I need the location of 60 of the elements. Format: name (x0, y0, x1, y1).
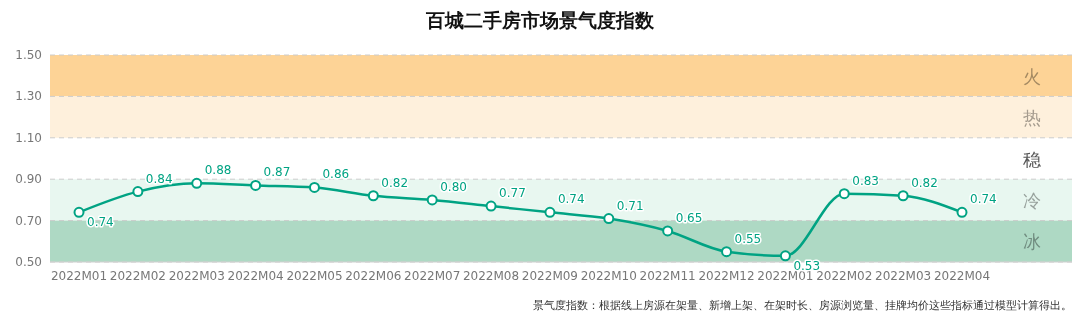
x-tick-label: 2022M09 (521, 269, 579, 283)
band-label: 火 (1023, 65, 1041, 87)
point (191, 177, 203, 189)
x-tick-label: 2022M08 (462, 269, 520, 283)
point (956, 206, 968, 218)
data-label: 0.74 (970, 192, 997, 207)
y-tick-label: 0.70 (15, 213, 42, 228)
point (132, 186, 144, 198)
x-tick-label: 2022M11 (639, 269, 696, 283)
point (73, 206, 85, 218)
x-tick-label: 2022M02 (816, 269, 873, 283)
data-label: 0.77 (499, 186, 526, 201)
data-label: 0.83 (852, 173, 879, 188)
text: 景气度指数：根据线上房源在架量、新增上架、在架时长、房源浏览量、挂牌均价这些指标通过模型计算得出。 (533, 299, 1072, 312)
data-label: 0.84 (145, 171, 173, 186)
y-tick-label: 0.50 (15, 255, 42, 269)
x-tick-label: 2022M01 (50, 269, 108, 283)
point (721, 246, 733, 258)
data-label: 0.71 (616, 198, 644, 213)
x-tick-label: 2022M12 (698, 269, 755, 283)
band-label: 冰 (1023, 231, 1041, 253)
point (485, 200, 497, 212)
x-tick-label: 2022M01 (757, 269, 814, 283)
x-tick-label: 2022M02 (109, 269, 166, 283)
point (367, 190, 379, 202)
y-tick-label: 0.90 (15, 172, 42, 187)
y-tick-label: 1.50 (15, 48, 42, 62)
data-label: 0.80 (440, 179, 467, 194)
y-tick-label: 1.30 (15, 89, 42, 104)
x-tick-label: 2022M03 (168, 269, 225, 283)
point (897, 190, 909, 202)
data-label: 0.65 (675, 210, 703, 225)
data-label: 0.74 (87, 215, 114, 230)
x-tick-label: 2022M04 (933, 269, 991, 283)
data-label: 0.88 (204, 163, 232, 178)
point (838, 188, 850, 200)
data-label: 0.86 (322, 167, 350, 182)
x-tick-label: 2022M10 (580, 269, 637, 283)
band-label: 热 (1023, 107, 1041, 129)
data-label: 0.87 (263, 165, 291, 180)
x-tick-label: 2022M03 (875, 269, 932, 283)
text: 稳 (1023, 148, 1041, 170)
point (603, 213, 615, 225)
point (544, 206, 556, 218)
point (779, 250, 791, 262)
point (426, 194, 438, 206)
x-tick-label: 2022M04 (227, 269, 284, 283)
x-tick-label: 2022M06 (345, 269, 402, 283)
chart-title: 百城二手房市场景气度指数 (425, 9, 655, 31)
data-label: 0.55 (734, 231, 762, 246)
x-tick-label: 2022M07 (404, 269, 461, 283)
point (662, 225, 674, 237)
y-tick-label: 1.10 (15, 130, 42, 145)
point (250, 179, 262, 191)
point (308, 181, 320, 193)
data-label: 0.82 (911, 175, 938, 190)
band-label: 冷 (1023, 189, 1041, 211)
data-label: 0.74 (557, 192, 585, 207)
x-tick-label: 2022M05 (286, 269, 343, 283)
data-label: 0.82 (381, 175, 409, 190)
